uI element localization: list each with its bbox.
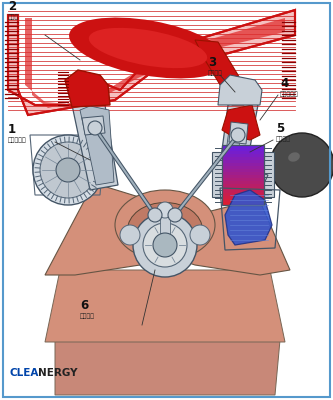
- Bar: [222, 181, 264, 184]
- Bar: [212, 152, 224, 197]
- Text: 1: 1: [8, 123, 16, 136]
- Polygon shape: [225, 190, 272, 245]
- Polygon shape: [65, 70, 110, 107]
- Ellipse shape: [89, 28, 207, 68]
- Text: 曲柄传动: 曲柄传动: [80, 314, 95, 319]
- Polygon shape: [222, 112, 250, 182]
- Polygon shape: [218, 75, 262, 105]
- Ellipse shape: [288, 152, 300, 162]
- Circle shape: [157, 202, 173, 218]
- Text: CLEA: CLEA: [10, 368, 39, 378]
- Bar: [222, 193, 264, 196]
- Circle shape: [88, 121, 102, 135]
- Polygon shape: [8, 10, 295, 115]
- Bar: [222, 187, 264, 190]
- Circle shape: [56, 158, 80, 182]
- Bar: [222, 190, 264, 193]
- Circle shape: [133, 213, 197, 277]
- Circle shape: [270, 133, 333, 197]
- Polygon shape: [72, 100, 118, 190]
- Bar: [222, 202, 264, 205]
- Circle shape: [120, 225, 140, 245]
- Text: 6: 6: [80, 299, 88, 312]
- Circle shape: [190, 225, 210, 245]
- Bar: [222, 178, 264, 181]
- Bar: [222, 166, 264, 169]
- Polygon shape: [8, 10, 295, 115]
- Polygon shape: [45, 270, 285, 342]
- Bar: [160, 215, 170, 245]
- Bar: [222, 199, 264, 202]
- Polygon shape: [25, 18, 285, 108]
- Text: 3: 3: [208, 56, 216, 69]
- Text: 热膨胀气缸: 热膨胀气缸: [8, 138, 27, 143]
- Text: 4: 4: [280, 77, 288, 90]
- Polygon shape: [222, 105, 260, 140]
- Bar: [222, 163, 264, 166]
- Ellipse shape: [138, 216, 192, 254]
- Bar: [222, 196, 264, 199]
- Text: 压缩气缸: 压缩气缸: [276, 136, 291, 142]
- Circle shape: [153, 233, 177, 257]
- Circle shape: [168, 208, 182, 222]
- Bar: [222, 154, 264, 157]
- Text: 2: 2: [8, 0, 16, 13]
- Polygon shape: [80, 106, 114, 185]
- Circle shape: [231, 128, 245, 142]
- Bar: [222, 157, 264, 160]
- Ellipse shape: [69, 18, 227, 78]
- Text: 接收器: 接收器: [8, 14, 19, 20]
- Polygon shape: [229, 122, 248, 144]
- Bar: [222, 184, 264, 187]
- Ellipse shape: [128, 202, 202, 258]
- Text: 气体冷却器: 气体冷却器: [280, 92, 299, 97]
- Circle shape: [148, 208, 162, 222]
- Bar: [222, 145, 264, 205]
- Polygon shape: [195, 40, 248, 105]
- Text: 热交换器: 热交换器: [208, 70, 223, 76]
- Bar: [222, 172, 264, 175]
- Circle shape: [143, 223, 187, 267]
- Text: NERGY: NERGY: [38, 368, 78, 378]
- Bar: [222, 148, 264, 151]
- Bar: [222, 145, 264, 148]
- Polygon shape: [250, 155, 270, 185]
- Polygon shape: [55, 340, 280, 395]
- Circle shape: [33, 135, 103, 205]
- Bar: [222, 175, 264, 178]
- Polygon shape: [238, 170, 268, 195]
- Polygon shape: [215, 100, 258, 190]
- Bar: [262, 152, 274, 197]
- Ellipse shape: [115, 190, 215, 260]
- Circle shape: [40, 142, 96, 198]
- Bar: [222, 169, 264, 172]
- Polygon shape: [45, 185, 290, 275]
- Text: 5: 5: [276, 122, 284, 135]
- Bar: [222, 151, 264, 154]
- Polygon shape: [82, 116, 105, 135]
- Bar: [222, 160, 264, 163]
